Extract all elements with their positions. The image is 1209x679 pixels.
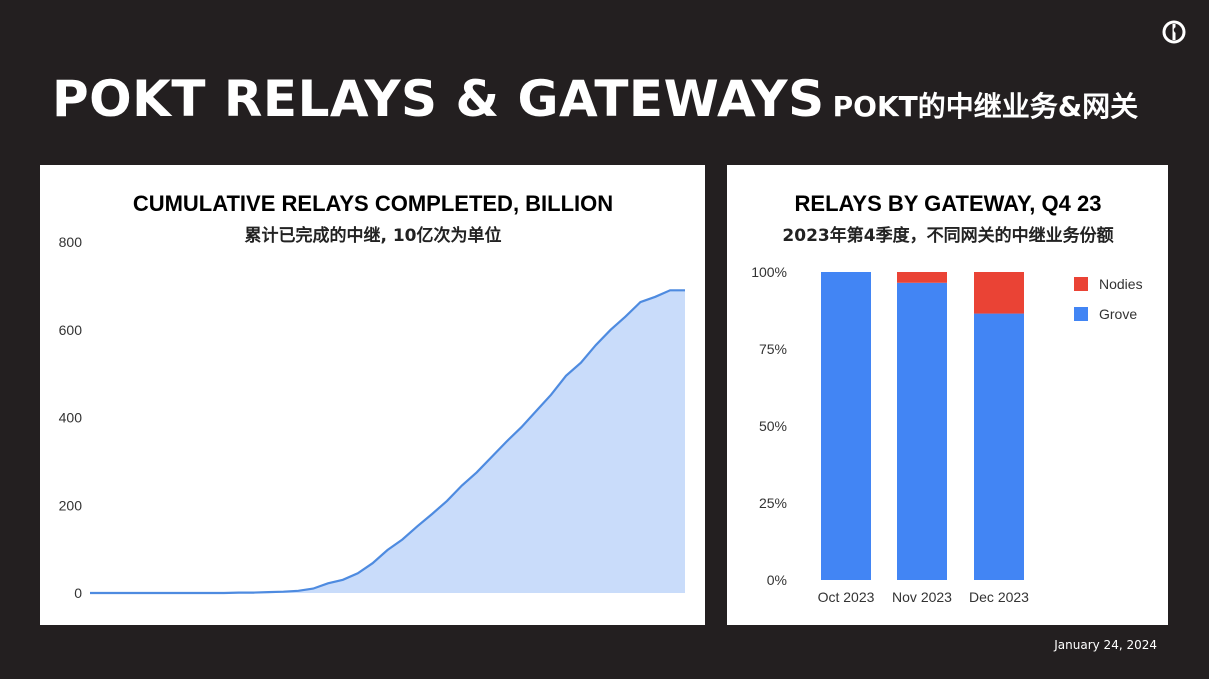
legend-label-nodies: Nodies <box>1099 276 1143 292</box>
area-y-tick-label: 400 <box>59 410 83 426</box>
legend-swatch-nodies <box>1074 277 1088 291</box>
relays-by-gateway-panel: RELAYS BY GATEWAY, Q4 23 2023年第4季度，不同网关的… <box>727 165 1168 625</box>
bar-nodies-1 <box>897 272 947 283</box>
cumulative-relays-chart: CUMULATIVE RELAYS COMPLETED, BILLION 累计已… <box>59 191 685 601</box>
bar-x-tick-label: Nov 2023 <box>892 589 952 605</box>
bar-y-tick-label: 100% <box>751 264 787 280</box>
bar-grove-1 <box>897 282 947 580</box>
relays-by-gateway-chart: RELAYS BY GATEWAY, Q4 23 2023年第4季度，不同网关的… <box>751 191 1143 605</box>
area-series-line <box>90 289 685 595</box>
bar-x-tick-label: Dec 2023 <box>969 589 1029 605</box>
slide-title-chinese: POKT的中继业务&网关 <box>832 90 1139 123</box>
cumulative-relays-panel: CUMULATIVE RELAYS COMPLETED, BILLION 累计已… <box>40 165 705 625</box>
area-y-tick-label: 200 <box>59 497 83 513</box>
slide-title: POKT RELAYS & GATEWAYS POKT的中继业务&网关 <box>52 70 1138 128</box>
area-y-tick-label: 0 <box>74 585 82 601</box>
area-y-tick-label: 800 <box>59 234 83 250</box>
bar-grove-0 <box>821 272 871 580</box>
bar-chart-title: RELAYS BY GATEWAY, Q4 23 <box>795 191 1102 216</box>
area-series-fill <box>90 290 685 593</box>
bar-y-tick-label: 25% <box>759 495 787 511</box>
pokt-logo-icon <box>1162 20 1186 44</box>
bar-x-tick-label: Oct 2023 <box>818 589 875 605</box>
area-y-tick-label: 600 <box>59 322 83 338</box>
slide-date: January 24, 2024 <box>1054 638 1157 652</box>
bar-nodies-2 <box>974 272 1024 314</box>
bar-y-tick-label: 0% <box>767 572 787 588</box>
bar-y-tick-label: 75% <box>759 341 787 357</box>
legend-label-grove: Grove <box>1099 306 1137 322</box>
bar-y-tick-label: 50% <box>759 418 787 434</box>
legend-swatch-grove <box>1074 307 1088 321</box>
area-chart-title: CUMULATIVE RELAYS COMPLETED, BILLION <box>133 191 613 216</box>
slide-title-main: POKT RELAYS & GATEWAYS <box>52 70 825 128</box>
bar-chart-subtitle: 2023年第4季度，不同网关的中继业务份额 <box>782 225 1113 246</box>
bar-grove-2 <box>974 313 1024 580</box>
area-chart-subtitle: 累计已完成的中继, 10亿次为单位 <box>244 225 501 246</box>
